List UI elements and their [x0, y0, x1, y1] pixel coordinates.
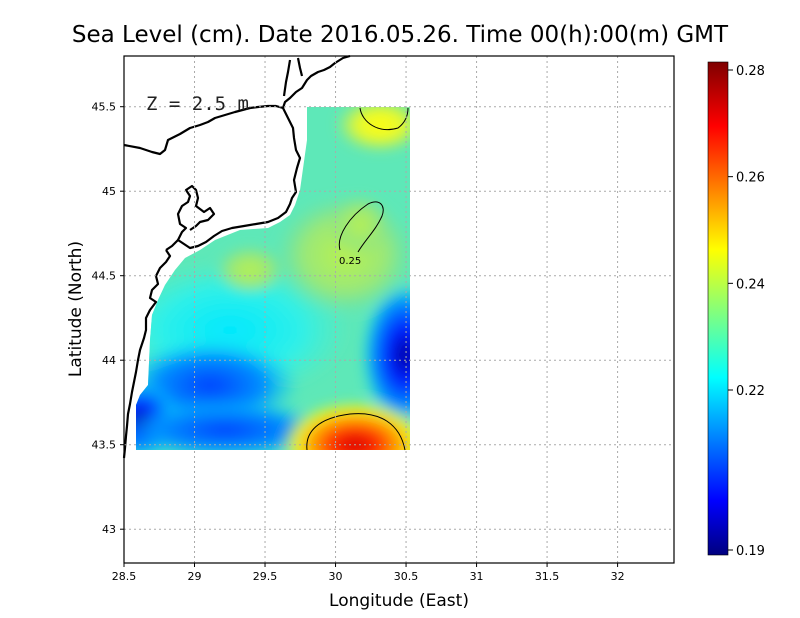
colorbar-tick-label: 0.28: [736, 64, 765, 79]
y-axis-label: Latitude (North): [66, 241, 86, 377]
y-tick-label: 43: [102, 523, 116, 536]
x-tick-label: 30: [329, 570, 343, 583]
y-tick-label: 44.5: [92, 270, 117, 283]
contour-label: 0.25: [339, 256, 361, 267]
contour-lines: [306, 107, 409, 451]
x-axis-label: Longitude (East): [329, 591, 469, 611]
contour-line-center: [338, 201, 384, 253]
colorbar-tick-label: 0.26: [736, 171, 765, 186]
colorbar-tick-label: 0.19: [736, 544, 765, 559]
y-tick-label: 45.5: [92, 101, 117, 114]
x-tick-label: 31.5: [535, 570, 560, 583]
grid-lines: [124, 56, 674, 563]
colorbar-gradient: [707, 61, 729, 556]
y-tick-label: 45: [102, 185, 116, 198]
y-tick-label: 43.5: [92, 439, 117, 452]
colorbar: 0.19 0.22 0.24 0.26 0.28: [707, 61, 765, 559]
x-tick-label: 30.5: [394, 570, 419, 583]
x-tick-label: 29: [188, 570, 202, 583]
x-tick-label: 28.5: [112, 570, 137, 583]
map-title: Sea Level (cm). Date 2016.05.26. Time 00…: [72, 22, 729, 48]
colorbar-ticks: 0.19 0.22 0.24 0.26 0.28: [728, 64, 765, 559]
colorbar-tick-label: 0.22: [736, 384, 765, 399]
x-tick-label: 31: [470, 570, 484, 583]
x-axis-ticks: 28.5 29 29.5 30 30.5 31 31.5 32: [112, 563, 625, 583]
depth-label: Z = 2.5 m: [146, 93, 249, 115]
y-axis-ticks: 43 43.5 44 44.5 45 45.5: [92, 101, 124, 536]
contour-line-north: [359, 107, 409, 130]
y-tick-label: 44: [102, 354, 116, 367]
contour-line-south: [306, 413, 406, 451]
x-tick-label: 32: [611, 570, 625, 583]
x-tick-label: 29.5: [253, 570, 278, 583]
colorbar-tick-label: 0.24: [736, 277, 765, 292]
plot-frame: [123, 55, 675, 564]
